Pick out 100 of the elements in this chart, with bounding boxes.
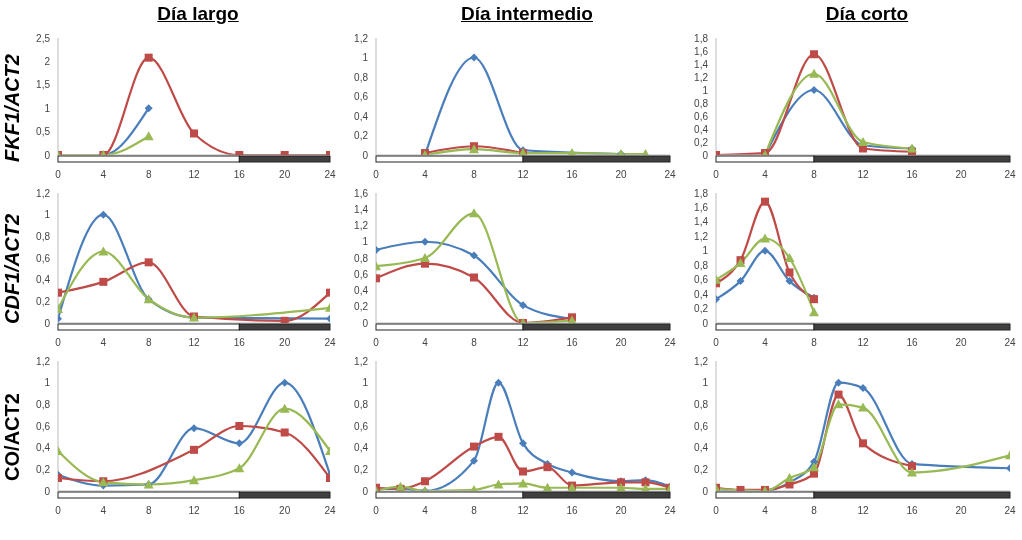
x-tick-label: 16 xyxy=(233,169,246,181)
x-tick-label: 24 xyxy=(1004,505,1016,517)
x-tick-label: 20 xyxy=(615,337,627,349)
y-tick-label: 0,8 xyxy=(694,398,709,410)
x-tick-label: 24 xyxy=(1004,169,1016,181)
y-tick-label: 1 xyxy=(44,377,51,389)
y-tick-label: 1 xyxy=(702,377,709,389)
x-tick-label: 12 xyxy=(517,169,529,181)
x-tick-label: 0 xyxy=(713,505,720,517)
chart-title: Día corto xyxy=(824,2,910,26)
y-tick-label: 1,4 xyxy=(694,216,709,228)
y-tick-label: 0,6 xyxy=(694,420,709,432)
y-tick-label: 1 xyxy=(702,245,709,257)
x-tick-label: 4 xyxy=(100,505,107,517)
y-tick-label: 0 xyxy=(44,149,51,161)
x-tick-label: 16 xyxy=(906,505,918,517)
y-tick-label: 0,8 xyxy=(354,252,369,264)
x-tick-label: 12 xyxy=(517,505,529,517)
x-tick-label: 16 xyxy=(233,337,246,349)
y-tick-label: 0 xyxy=(702,149,709,161)
y-tick-label: 0,6 xyxy=(354,91,369,103)
x-tick-label: 12 xyxy=(188,505,200,517)
x-tick-label: 16 xyxy=(566,337,578,349)
y-tick-label: 1 xyxy=(362,236,369,248)
x-tick-label: 20 xyxy=(955,337,967,349)
x-tick-label: 4 xyxy=(762,337,769,349)
y-tick-label: 0,4 xyxy=(36,274,51,286)
x-tick-label: 20 xyxy=(615,505,627,517)
y-axis-title: FKF1/ACT2 xyxy=(0,53,24,162)
x-tick-label: 4 xyxy=(762,169,769,181)
x-tick-label: 4 xyxy=(422,169,429,181)
y-tick-label: 0,2 xyxy=(694,136,709,148)
y-tick-label: 0,4 xyxy=(354,285,369,297)
y-tick-label: 0 xyxy=(362,317,369,329)
x-tick-label: 24 xyxy=(1004,337,1016,349)
y-tick-label: 1,5 xyxy=(36,79,51,91)
y-tick-label: 0,6 xyxy=(36,252,51,264)
y-tick-label: 0,6 xyxy=(694,274,709,286)
x-tick-label: 20 xyxy=(279,169,291,181)
y-tick-label: 0 xyxy=(362,485,369,497)
y-tick-label: 0,6 xyxy=(354,420,369,432)
y-tick-label: 0,4 xyxy=(694,288,709,300)
x-tick-label: 4 xyxy=(422,505,429,517)
y-tick-label: 1,2 xyxy=(694,230,709,242)
x-tick-label: 16 xyxy=(566,169,578,181)
x-tick-label: 8 xyxy=(145,505,152,517)
y-tick-label: 1 xyxy=(44,209,51,221)
x-tick-label: 4 xyxy=(422,337,429,349)
chart-title: Día largo xyxy=(156,2,240,26)
x-tick-label: 8 xyxy=(471,505,478,517)
x-tick-label: 8 xyxy=(471,337,478,349)
x-tick-label: 8 xyxy=(811,169,818,181)
y-tick-label: 0 xyxy=(44,485,51,497)
y-tick-label: 0,8 xyxy=(694,259,709,271)
x-tick-label: 20 xyxy=(955,505,967,517)
x-tick-label: 16 xyxy=(566,505,578,517)
y-tick-label: 0,4 xyxy=(694,123,709,135)
y-tick-label: 1 xyxy=(362,52,369,64)
y-tick-label: 0,2 xyxy=(36,463,51,475)
y-tick-label: 1,2 xyxy=(354,220,369,232)
y-tick-label: 0,6 xyxy=(354,268,369,280)
y-tick-label: 0,8 xyxy=(36,230,51,242)
y-tick-label: 1,2 xyxy=(36,187,51,199)
x-tick-label: 16 xyxy=(233,505,246,517)
x-tick-label: 12 xyxy=(188,169,200,181)
x-tick-label: 0 xyxy=(55,169,62,181)
y-tick-label: 0,8 xyxy=(354,398,369,410)
y-tick-label: 0,4 xyxy=(36,442,51,454)
x-tick-label: 0 xyxy=(713,337,720,349)
y-tick-label: 1,4 xyxy=(694,58,709,70)
y-tick-label: 2,5 xyxy=(36,32,51,44)
x-tick-label: 20 xyxy=(955,169,967,181)
x-tick-label: 24 xyxy=(664,337,676,349)
x-tick-label: 24 xyxy=(324,505,336,517)
y-tick-label: 0 xyxy=(702,485,709,497)
x-tick-label: 8 xyxy=(145,337,152,349)
y-tick-label: 1,2 xyxy=(694,71,709,83)
x-tick-label: 12 xyxy=(188,337,200,349)
y-tick-label: 0 xyxy=(702,317,709,329)
y-tick-label: 1,6 xyxy=(354,187,369,199)
y-tick-label: 1,2 xyxy=(694,355,709,367)
x-tick-label: 8 xyxy=(811,337,818,349)
x-tick-label: 0 xyxy=(373,505,380,517)
y-tick-label: 0,2 xyxy=(354,130,369,142)
x-tick-label: 4 xyxy=(762,505,769,517)
y-tick-label: 0,2 xyxy=(354,301,369,313)
x-tick-label: 12 xyxy=(857,337,869,349)
y-tick-label: 0,2 xyxy=(354,463,369,475)
y-tick-label: 0,8 xyxy=(36,398,51,410)
x-tick-label: 12 xyxy=(857,505,869,517)
x-tick-label: 8 xyxy=(145,169,152,181)
y-tick-label: 0,4 xyxy=(354,442,369,454)
x-tick-label: 16 xyxy=(906,337,918,349)
y-tick-label: 0,8 xyxy=(694,97,709,109)
y-tick-label: 0,6 xyxy=(694,110,709,122)
x-tick-label: 0 xyxy=(55,505,62,517)
y-tick-label: 1,8 xyxy=(694,32,709,44)
y-tick-label: 1,2 xyxy=(354,32,369,44)
y-axis-title: CO/ACT2 xyxy=(0,393,24,481)
x-tick-label: 0 xyxy=(55,337,62,349)
